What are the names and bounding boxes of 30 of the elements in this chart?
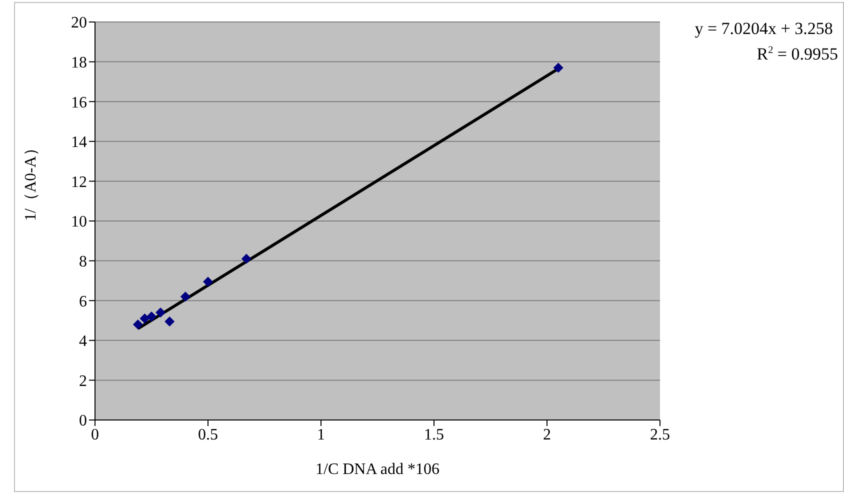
point (203, 276, 213, 287)
point (156, 308, 166, 318)
text: y = 7.0204x + 3.258 (694, 19, 833, 38)
y-tick-label: 2 (79, 372, 87, 390)
y-tick-label: 20 (71, 14, 87, 32)
point (146, 312, 156, 322)
point (553, 62, 564, 73)
y-tick-label: 16 (71, 94, 87, 112)
point (132, 319, 143, 330)
y-tick-label: 4 (79, 333, 87, 350)
x-tick-label: 0.5 (198, 426, 218, 444)
x-tick-label: 1.5 (424, 426, 444, 444)
y-tick-label: 6 (79, 293, 87, 310)
x-tick-label: 1 (317, 426, 325, 444)
x-tick-label: 0 (91, 426, 99, 444)
x-tick-label: 2 (543, 426, 551, 444)
y-tick-label: 10 (71, 214, 87, 231)
point (180, 292, 190, 302)
x-tick-label: 2.5 (650, 426, 670, 444)
text: R$^{2}$ = 0.9955 (756, 44, 838, 64)
y-tick-label: 0 (79, 412, 87, 430)
y-tick-label: 8 (79, 253, 87, 270)
y-axis-title: 1/（A0-A） (22, 140, 40, 221)
y-tick-label: 14 (71, 134, 87, 152)
point (164, 316, 175, 326)
point (241, 254, 252, 264)
point (140, 314, 150, 324)
x-axis-title: 1/C DNA add *106 (316, 461, 440, 478)
y-tick-label: 12 (71, 174, 87, 191)
y-tick-label: 18 (71, 54, 87, 72)
